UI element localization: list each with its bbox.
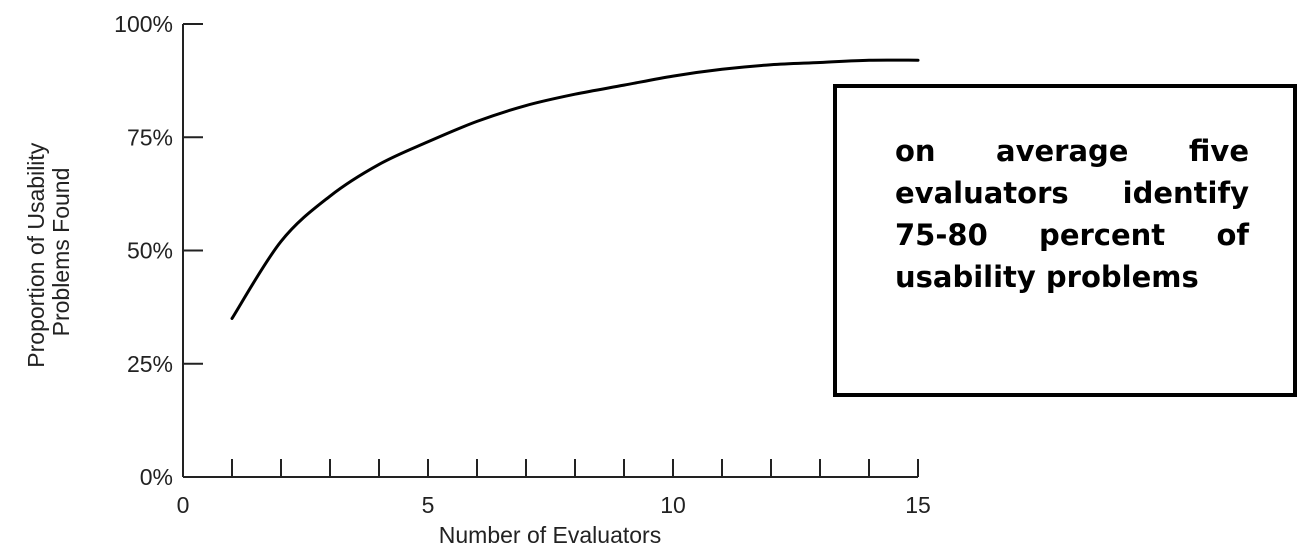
y-axis-title: Proportion of Usability Problems Found (23, 136, 74, 367)
x-tick-label: 0 (177, 492, 190, 518)
y-tick-label: 50% (127, 238, 173, 264)
y-axis-title-line-1: Proportion of Usability (23, 142, 49, 367)
series-line (230, 58, 920, 320)
x-ticks: 0 5 10 15 (177, 459, 931, 518)
x-tick-label: 15 (905, 492, 931, 518)
x-tick-label: 5 (422, 492, 435, 518)
annotation-text: on average five evaluators identify 75-8… (895, 134, 1249, 294)
annotation-box: on average five evaluators identify 75-8… (833, 84, 1297, 397)
y-ticks: 0% 25% 50% 75% 100% (114, 11, 203, 490)
y-tick-label: 100% (114, 11, 173, 37)
x-axis-title: Number of Evaluators (439, 522, 661, 548)
y-tick-label: 0% (140, 464, 173, 490)
y-axis-title-line-2: Problems Found (48, 168, 74, 337)
chart-axes (182, 24, 918, 478)
y-tick-label: 75% (127, 124, 173, 150)
y-tick-label: 25% (127, 351, 173, 377)
x-tick-label: 10 (660, 492, 686, 518)
series-layer (230, 58, 920, 320)
